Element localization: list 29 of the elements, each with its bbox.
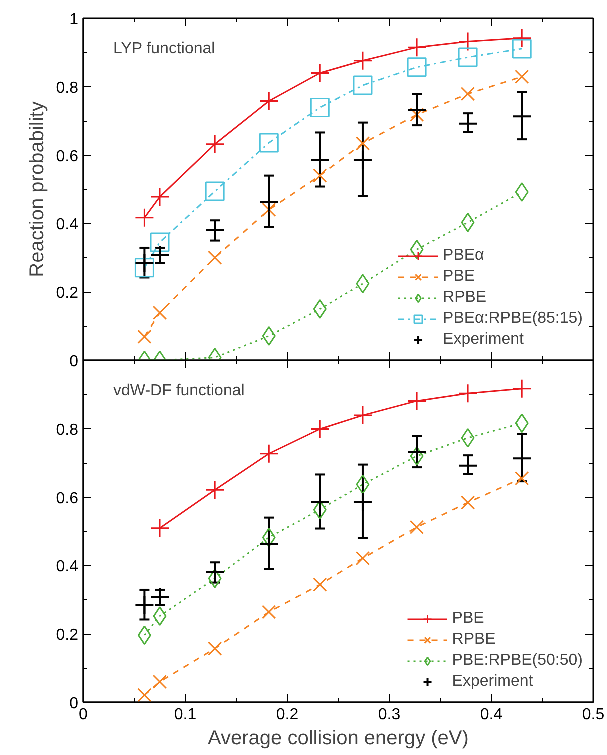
legend-label: PBEα:RPBE(85:15) [443, 309, 583, 329]
x-tick-label: 0.2 [276, 706, 299, 724]
legend-label: Experiment [452, 672, 534, 692]
x-tick-label: 0.5 [582, 706, 605, 724]
legend-label: PBE:RPBE(50:50) [452, 651, 583, 671]
y-tick-label: 0.4 [56, 558, 79, 576]
legend-label: RPBE [452, 630, 496, 650]
y-tick-label: 0 [70, 696, 79, 712]
y-tick-label: 0.8 [56, 422, 79, 439]
legend-label: RPBE [443, 288, 487, 308]
legend-label: PBE [443, 267, 476, 287]
y-tick-label: 0.6 [56, 490, 79, 508]
annotation: vdW-DF functional [114, 382, 245, 400]
y-tick-label: 1 [70, 12, 79, 28]
y-axis-title: Reaction probability [26, 102, 48, 278]
x-tick-label: 0.1 [174, 706, 197, 724]
x-tick-label: 0.3 [378, 706, 401, 724]
legend-label: Experiment [443, 330, 524, 350]
y-tick-label: 0 [70, 354, 79, 370]
legend-label: PBE [452, 609, 484, 629]
y-tick-label: 0.8 [56, 80, 79, 97]
annotation: LYP functional [114, 40, 216, 58]
y-tick-label: 0.4 [56, 216, 79, 234]
x-tick-label: 0.4 [480, 706, 503, 724]
y-tick-label: 0.2 [56, 627, 79, 644]
legend-label: PBEα [443, 246, 484, 266]
y-tick-label: 0.6 [56, 148, 79, 166]
x-axis-title: Average collision energy (eV) [208, 728, 469, 750]
y-tick-label: 0.2 [56, 285, 79, 302]
